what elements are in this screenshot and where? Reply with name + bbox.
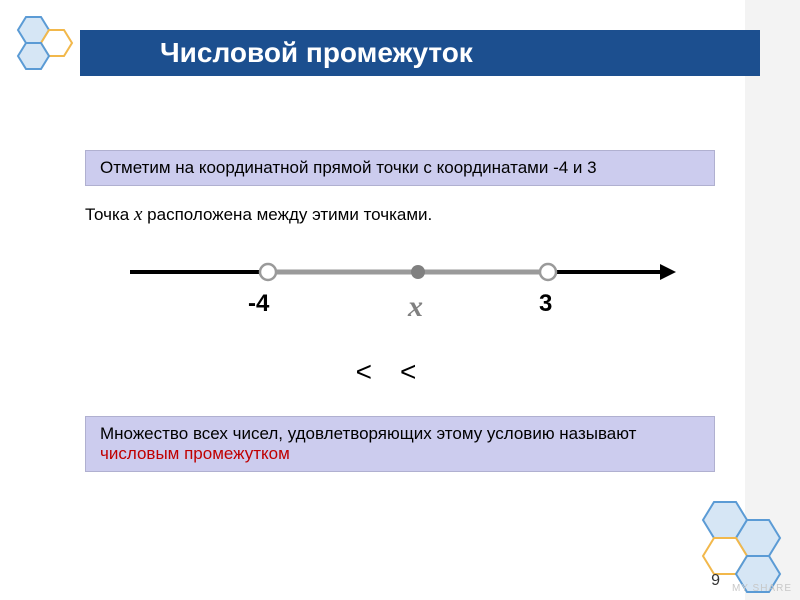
title-bar: Числовой промежуток	[80, 30, 760, 76]
hex-decoration-top-left	[6, 12, 86, 72]
label-three: 3	[539, 290, 552, 318]
inequality-row: <<	[85, 356, 715, 388]
desc-suffix: расположена между этими точками.	[147, 205, 432, 224]
watermark: MY SHARE	[732, 583, 792, 594]
lt-1: <	[356, 356, 400, 387]
page-number: 9	[711, 572, 720, 590]
label-neg4: -4	[248, 290, 269, 318]
intro-band: Отметим на координатной прямой точки с к…	[85, 150, 715, 186]
description-line: Точка x расположена между этими точками.	[85, 204, 715, 226]
lt-2: <	[400, 356, 444, 387]
conclusion-prefix: Множество всех чисел, удовлетворяющих эт…	[100, 424, 636, 443]
content-area: Отметим на координатной прямой точки с к…	[85, 150, 715, 472]
number-line-diagram: -4 x 3	[120, 254, 680, 344]
desc-prefix: Точка	[85, 205, 134, 224]
conclusion-term: числовым промежутком	[100, 444, 290, 463]
conclusion-band: Множество всех чисел, удовлетворяющих эт…	[85, 416, 715, 472]
label-x: x	[408, 290, 423, 324]
desc-variable: x	[134, 204, 142, 225]
hex-decoration-bottom-right	[674, 494, 794, 594]
title-text: Числовой промежуток	[160, 37, 473, 69]
